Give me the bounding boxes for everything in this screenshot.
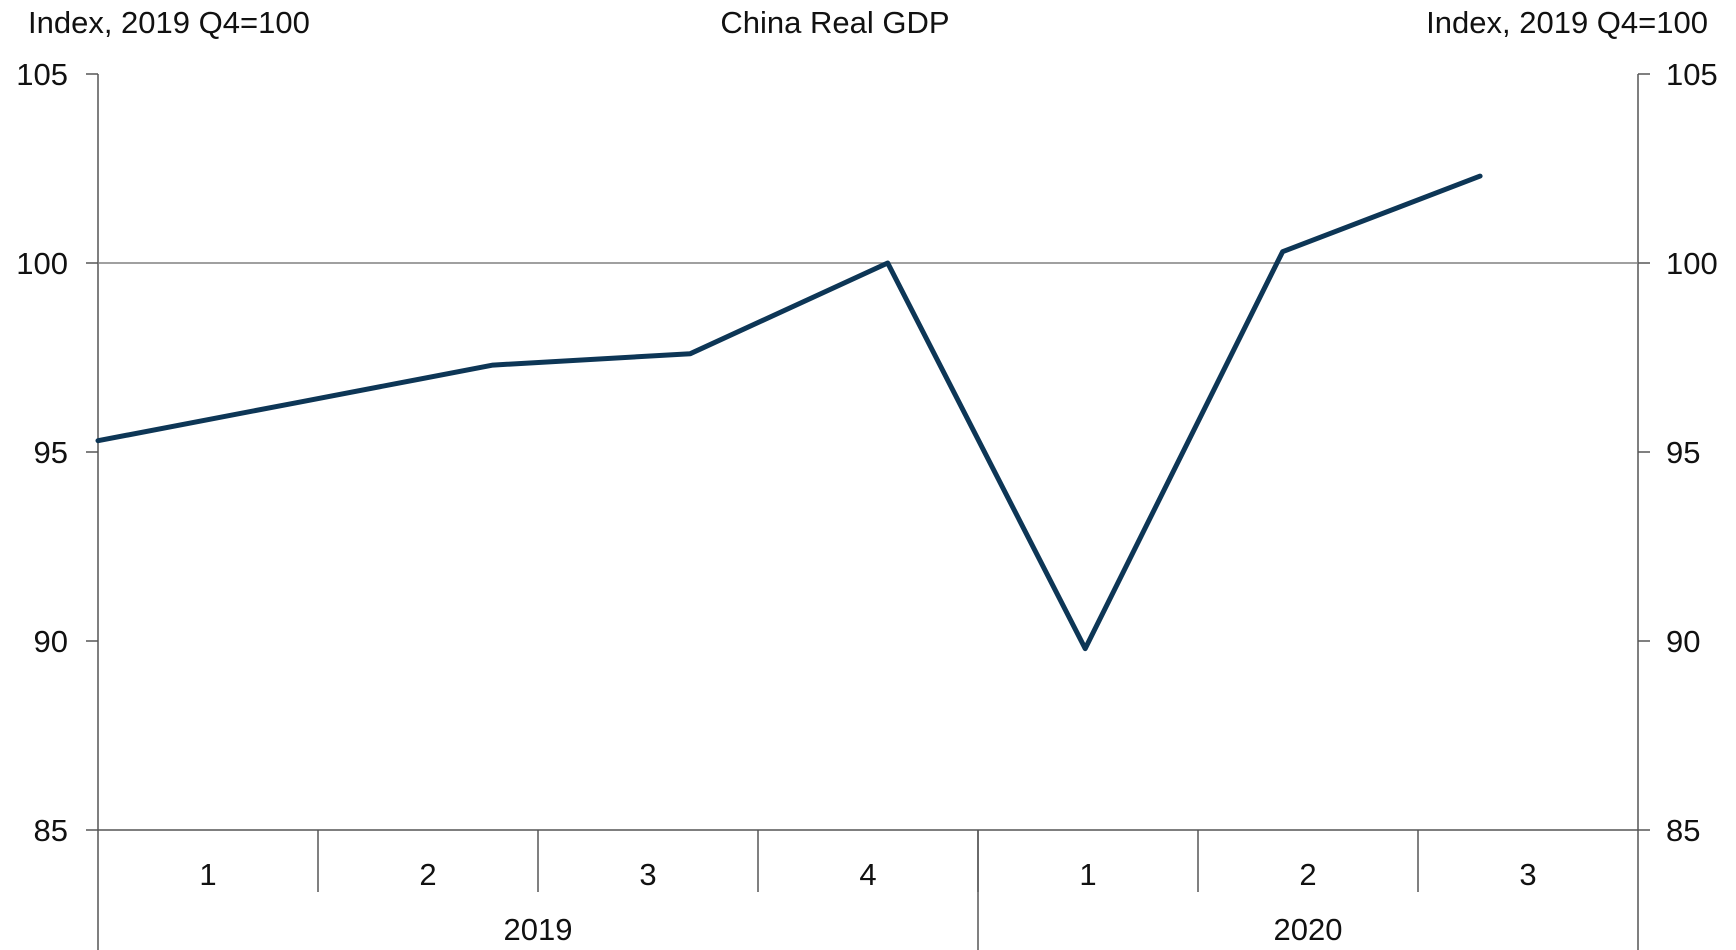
chart-title: China Real GDP xyxy=(720,5,949,40)
x-group-label: 2019 xyxy=(504,912,573,947)
x-tick-label: 4 xyxy=(859,857,876,892)
y-ticks-left: 85 90 95 100 105 xyxy=(16,57,98,848)
y-tick-label-left: 95 xyxy=(34,435,68,470)
y-tick-label-left: 85 xyxy=(34,813,68,848)
x-group-label: 2020 xyxy=(1274,912,1343,947)
axes xyxy=(97,74,1639,950)
x-tick-label: 3 xyxy=(1519,857,1536,892)
y-tick-label-right: 105 xyxy=(1666,57,1718,92)
y-tick-label-right: 95 xyxy=(1666,435,1700,470)
y-tick-label-right: 90 xyxy=(1666,624,1700,659)
x-tick-label: 1 xyxy=(1079,857,1096,892)
y-tick-label-left: 105 xyxy=(16,57,68,92)
x-axis: 1 2 3 4 1 2 3 2019 2020 xyxy=(199,830,1537,950)
y-tick-label-left: 100 xyxy=(16,246,68,281)
y-ticks-right: 85 90 95 100 105 xyxy=(1638,57,1718,848)
y-tick-label-right: 100 xyxy=(1666,246,1718,281)
x-tick-label: 2 xyxy=(1299,857,1316,892)
x-tick-label: 1 xyxy=(199,857,216,892)
series-line xyxy=(95,173,1483,652)
x-tick-label: 2 xyxy=(419,857,436,892)
x-tick-label: 3 xyxy=(639,857,656,892)
series-group xyxy=(95,173,1483,652)
y-axis-label-left: Index, 2019 Q4=100 xyxy=(28,5,310,40)
y-tick-label-left: 90 xyxy=(34,624,68,659)
y-axis-label-right: Index, 2019 Q4=100 xyxy=(1426,5,1708,40)
y-tick-label-right: 85 xyxy=(1666,813,1700,848)
